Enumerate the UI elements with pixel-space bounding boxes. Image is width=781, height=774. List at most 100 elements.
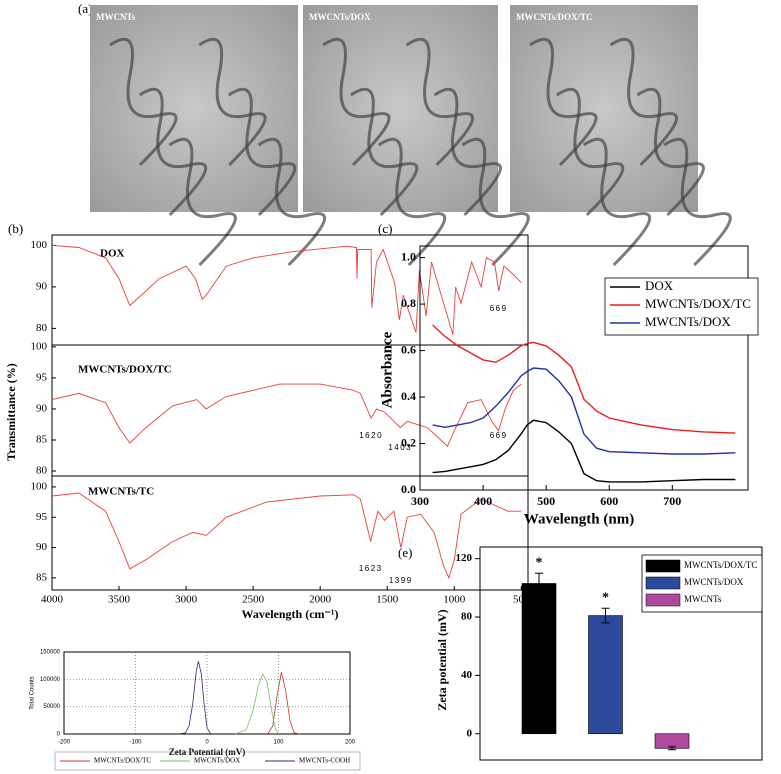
legend-label: DOX: [645, 278, 674, 293]
y-tick-label: 90: [36, 541, 48, 553]
nanotube: [198, 37, 267, 167]
plot-frame: [419, 245, 749, 491]
spectrum-name: MWCNTs/DOX/TC: [78, 364, 172, 376]
nanotube: [636, 87, 705, 217]
x-tick-label: 3000: [175, 594, 198, 606]
nanotube: [663, 137, 732, 267]
legend-box: [54, 751, 361, 771]
nanotube: [228, 87, 297, 217]
significance-mark: *: [536, 555, 543, 570]
x-tick-label: 700: [663, 494, 681, 508]
error-bar: [668, 746, 676, 751]
x-tick-label: 2500: [242, 594, 265, 606]
y-tick-label: 150000: [40, 650, 61, 656]
y-tick-label: 50000: [43, 704, 60, 710]
spectrum-name: DOX: [100, 248, 125, 260]
legend-swatch: [645, 593, 681, 607]
panel-label: (b): [8, 221, 23, 236]
x-tick-label: 600: [600, 494, 618, 508]
y-tick-label: 120: [456, 552, 473, 564]
x-tick-label: 200: [345, 740, 356, 746]
y-tick-label: 0: [57, 732, 61, 738]
nanotube: [556, 87, 625, 217]
nanotube: [433, 87, 502, 217]
peak-label: 1403: [388, 443, 412, 452]
spectrum-line: [51, 383, 522, 447]
nanotube: [257, 137, 326, 267]
legend-label: MWCNTs: [684, 594, 722, 604]
x-tick-label: -200: [58, 740, 71, 746]
y-axis-label: Transmittance (%): [4, 363, 18, 460]
y-axis-label: Total Counts: [30, 676, 36, 709]
y-tick-label: 100000: [40, 677, 61, 683]
y-tick-label: 1.0: [401, 249, 416, 263]
x-axis-label: Wavelength (cm⁻¹): [242, 607, 339, 621]
y-tick-label: 80: [36, 465, 48, 477]
panel-label: (e): [398, 545, 412, 560]
legend-label: MWCNTs/DOX/TC: [684, 560, 757, 570]
nanotube: [461, 137, 530, 267]
nanotube: [168, 137, 237, 267]
significance-mark: *: [602, 590, 609, 605]
nanotube: [138, 87, 208, 217]
nanotube: [609, 37, 678, 167]
panel-label: (c): [378, 221, 392, 236]
spectrum-name: MWCNTs/TC: [88, 486, 154, 498]
spectrum-line: [51, 244, 522, 335]
image-caption: MWCNTs/DOX/TC: [516, 12, 593, 22]
y-axis-label: Absorbance: [379, 331, 395, 408]
bar: [654, 733, 690, 749]
legend-label: MWCNTs/DOX: [194, 757, 240, 765]
nanotube: [582, 137, 652, 267]
panel-label: (a): [78, 1, 92, 16]
x-tick-label: 0: [205, 740, 209, 746]
x-tick-label: 100: [273, 740, 284, 746]
y-tick-label: 0: [467, 727, 473, 739]
legend-label: MWCNTs/DOX/TC: [94, 757, 151, 765]
series-line: [432, 419, 736, 483]
y-tick-label: 80: [36, 322, 48, 334]
peak-label: 669: [490, 304, 508, 313]
x-axis-label: Wavelength (nm): [524, 511, 634, 527]
y-tick-label: 90: [36, 402, 48, 414]
error-bar: [535, 572, 543, 595]
y-tick-label: 40: [461, 669, 473, 681]
y-tick-label: 80: [461, 611, 473, 623]
spectrum-line: [51, 492, 522, 580]
error-bar: [601, 607, 610, 624]
plot-frame: [479, 546, 763, 761]
nanotube: [529, 37, 598, 167]
y-tick-label: 95: [36, 511, 48, 523]
x-tick-label: -100: [129, 740, 142, 746]
peak-label: 1399: [389, 576, 413, 585]
series-line: [178, 661, 211, 735]
nanotube: [405, 37, 474, 167]
plot-frame: [51, 475, 529, 591]
y-tick-label: 0.0: [401, 482, 416, 496]
tem-image: [90, 5, 298, 212]
image-caption: MWCNTs: [96, 12, 136, 22]
y-tick-label: 0.4: [401, 389, 416, 403]
series-line: [235, 672, 279, 735]
x-tick-label: 4000: [41, 594, 64, 606]
x-tick-label: 500: [537, 494, 555, 508]
legend-swatch: [645, 559, 681, 573]
x-tick-label: 1500: [376, 594, 399, 606]
y-tick-label: 100: [31, 480, 48, 492]
y-tick-label: 85: [36, 571, 48, 583]
y-tick-label: 95: [36, 371, 48, 383]
nanotube: [109, 37, 178, 167]
y-tick-label: 0.8: [401, 296, 416, 310]
y-tick-label: 0.2: [401, 435, 416, 449]
x-tick-label: 2000: [309, 594, 332, 606]
image-caption: MWCNTs/DOX: [309, 12, 371, 22]
y-tick-label: 100: [31, 239, 48, 251]
peak-label: 669: [490, 431, 508, 440]
legend-label: MWCNTs-COOH: [299, 757, 350, 765]
legend-swatch: [645, 576, 681, 590]
series-line: [432, 324, 736, 434]
legend-label: MWCNTs/DOX: [684, 577, 744, 587]
y-tick-label: 0.6: [401, 342, 416, 356]
bar: [588, 615, 623, 735]
nanotube: [350, 87, 419, 217]
